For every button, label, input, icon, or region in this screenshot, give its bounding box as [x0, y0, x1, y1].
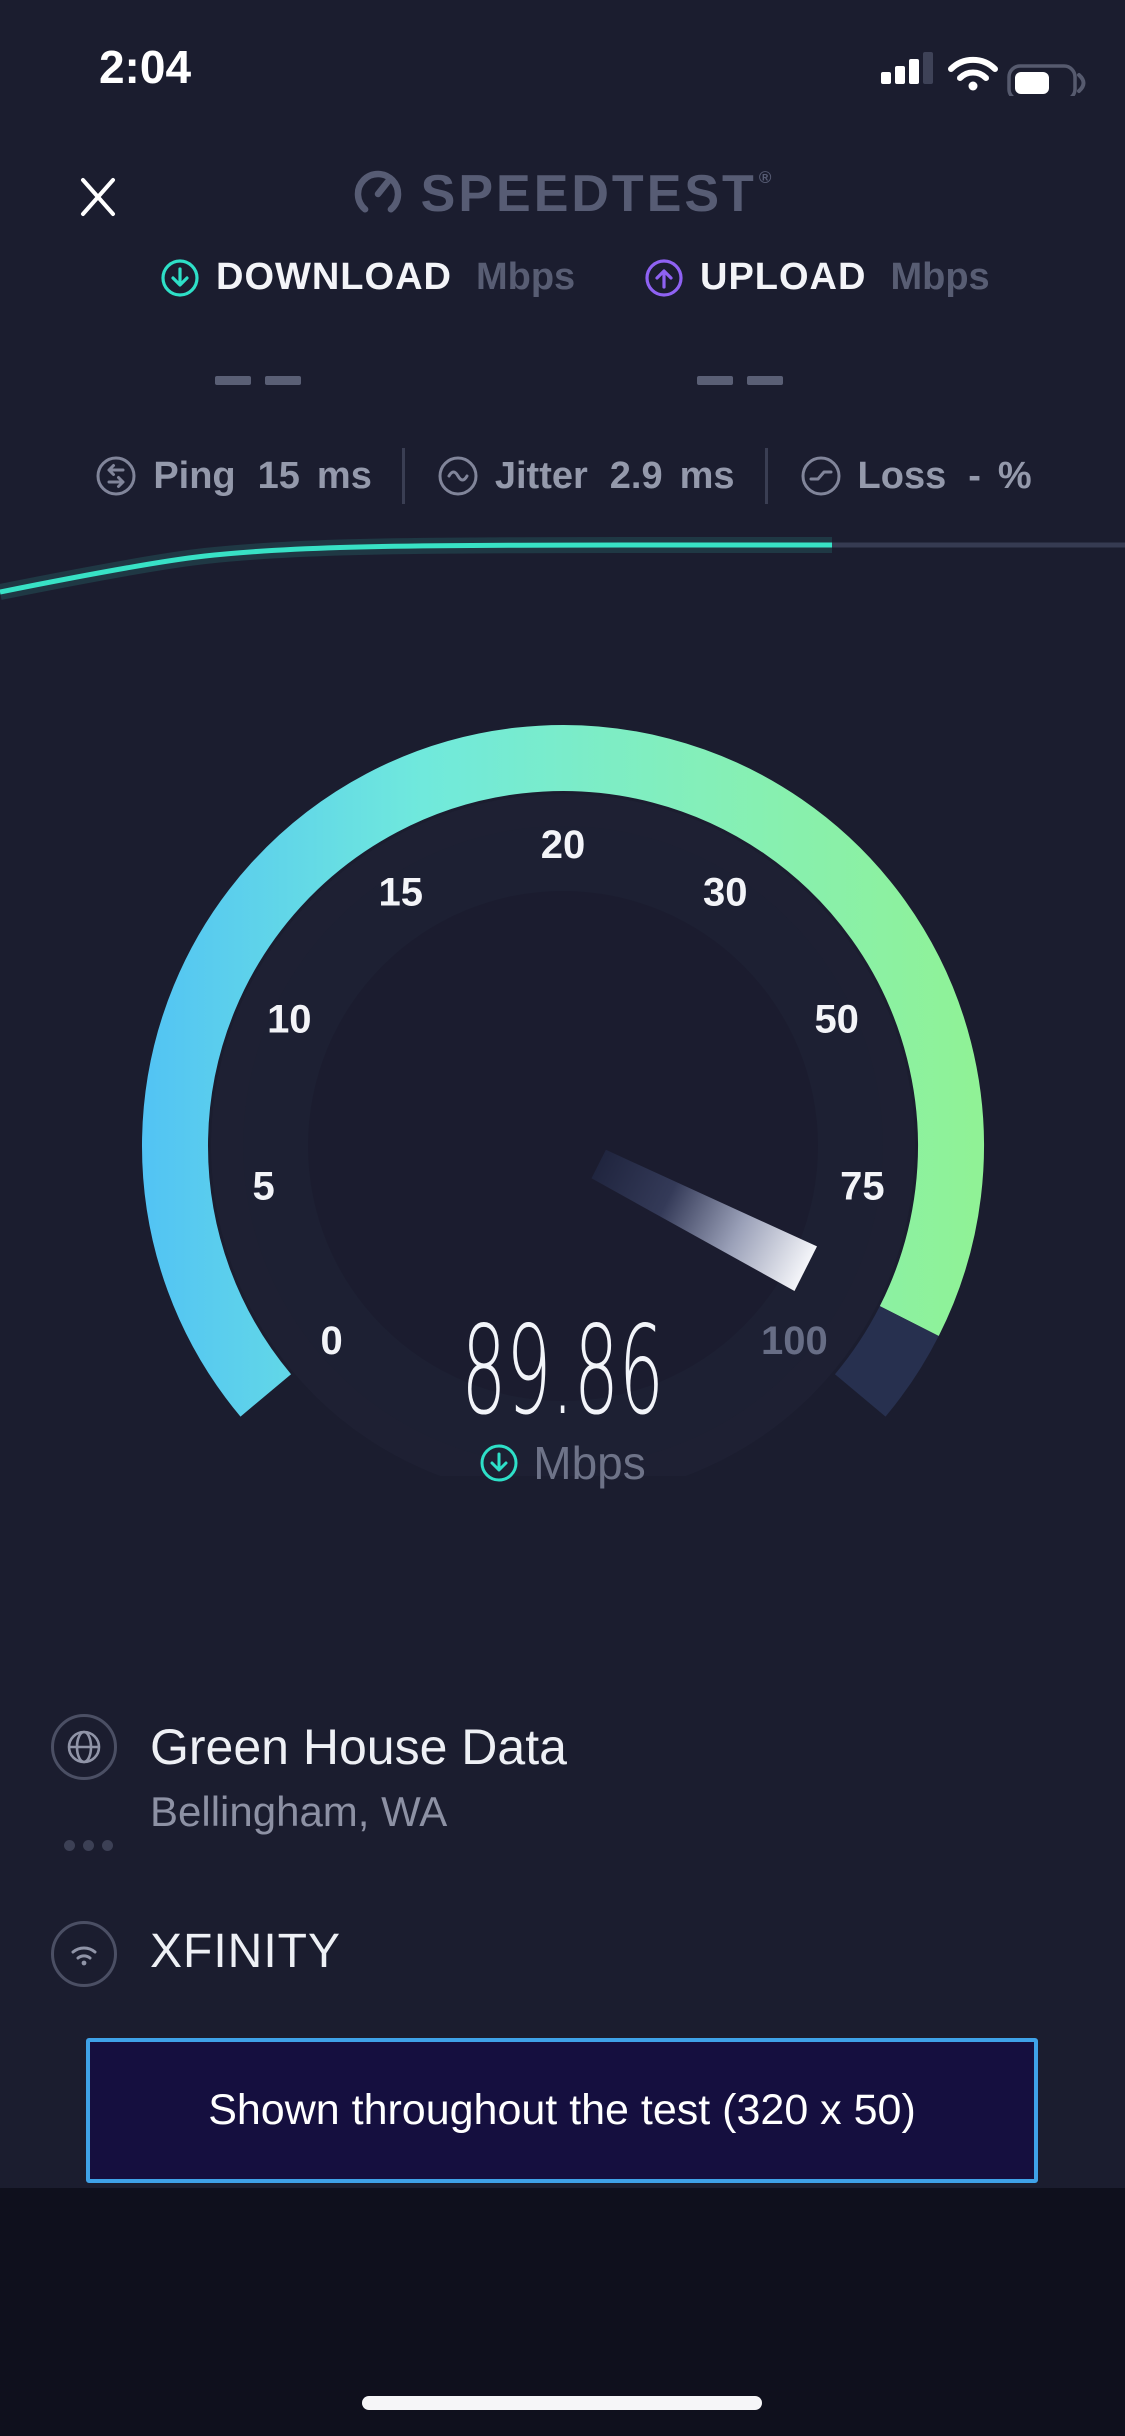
gauge-tick-label: 0: [321, 1319, 343, 1363]
dot: [83, 1840, 94, 1851]
gauge-tick-label: 30: [703, 870, 748, 914]
loss-value: -: [968, 454, 981, 497]
current-speed-unit-row: Mbps: [0, 1436, 1125, 1490]
jitter-icon: [438, 456, 478, 496]
download-arrow-icon: [480, 1444, 518, 1482]
app-logo: SPEEDTEST ®: [0, 164, 1125, 224]
latency-row: Ping 15 ms Jitter 2.9 ms Loss - %: [0, 448, 1125, 504]
ping-value: 15: [257, 454, 300, 497]
close-button[interactable]: [66, 165, 130, 229]
speedtest-gauge-logo-icon: [354, 170, 401, 213]
upload-unit: Mbps: [890, 256, 990, 298]
speed-sparkline-chart: [0, 537, 1125, 600]
app-title: SPEEDTEST ®: [420, 165, 775, 223]
status-bar-time: 2:04: [98, 41, 192, 93]
divider: [401, 448, 405, 504]
packet-loss-icon: [801, 456, 841, 496]
server-options-dots[interactable]: [64, 1840, 113, 1851]
upload-label: UPLOAD: [700, 256, 867, 298]
isp-wifi-icon: [51, 1921, 117, 1987]
gauge-inner-disc: [308, 891, 818, 1401]
jitter-value: 2.9: [609, 454, 663, 497]
ping-unit: ms: [316, 454, 372, 497]
gauge-needle: [591, 1149, 817, 1291]
dot: [64, 1840, 75, 1851]
home-indicator[interactable]: [362, 2396, 762, 2410]
current-speed-value: 89.86: [461, 1300, 664, 1442]
upload-value-placeholder: [697, 376, 783, 385]
download-value-placeholder: [215, 376, 301, 385]
wifi-icon: [948, 56, 998, 91]
gauge-tick-label: 15: [378, 870, 423, 914]
divider: [764, 448, 768, 504]
loss-label: Loss: [857, 454, 947, 497]
placeholder-dash: [747, 376, 783, 385]
gauge-tick-label: 10: [267, 997, 312, 1041]
loss-stat: Loss - %: [798, 453, 1032, 499]
ping-icon: [96, 456, 136, 496]
upload-arrow-icon: [645, 258, 683, 297]
current-speed-unit: Mbps: [533, 1437, 646, 1489]
placeholder-dash: [265, 376, 301, 385]
jitter-label: Jitter: [494, 454, 588, 497]
download-label: DOWNLOAD: [216, 256, 452, 298]
status-bar-icons: [881, 52, 1086, 96]
gauge-value-arc: [142, 725, 984, 1417]
gauge-tick-label: 5: [252, 1164, 274, 1208]
gauge-tick-label: 20: [541, 823, 586, 867]
dot: [102, 1840, 113, 1851]
speed-gauge-chart: 0 5 10 15 20 30 50 75 100: [142, 725, 984, 1476]
loss-unit: %: [997, 454, 1032, 497]
ad-banner-text: Shown throughout the test (320 x 50): [208, 2086, 916, 2134]
upload-header: UPLOAD Mbps: [644, 256, 990, 299]
download-unit: Mbps: [475, 256, 576, 298]
placeholder-dash: [697, 376, 733, 385]
jitter-stat: Jitter 2.9 ms: [435, 453, 735, 499]
cellular-signal-icon: [881, 52, 933, 84]
ping-label: Ping: [153, 454, 236, 497]
close-icon: [81, 178, 115, 216]
placeholder-dash: [215, 376, 251, 385]
server-name[interactable]: Green House Data: [150, 1719, 567, 1775]
download-arrow-icon: [161, 258, 199, 297]
server-location: Bellingham, WA: [150, 1788, 448, 1835]
ping-stat: Ping 15 ms: [93, 453, 372, 499]
ad-banner[interactable]: Shown throughout the test (320 x 50): [86, 2038, 1038, 2183]
gauge-tick-label: 75: [840, 1164, 885, 1208]
gauge-track-arc: [834, 1305, 939, 1417]
gauge-tick-label: 50: [814, 997, 859, 1041]
server-globe-icon: [51, 1714, 117, 1780]
tab-bar: Speed Results: [0, 2188, 1125, 2436]
gauge-tick-label: 100: [761, 1319, 828, 1363]
battery-icon: [1007, 64, 1086, 96]
jitter-unit: ms: [679, 454, 735, 497]
isp-name: XFINITY: [150, 1925, 342, 1978]
download-header: DOWNLOAD Mbps: [160, 256, 575, 299]
registered-mark: ®: [758, 168, 775, 187]
